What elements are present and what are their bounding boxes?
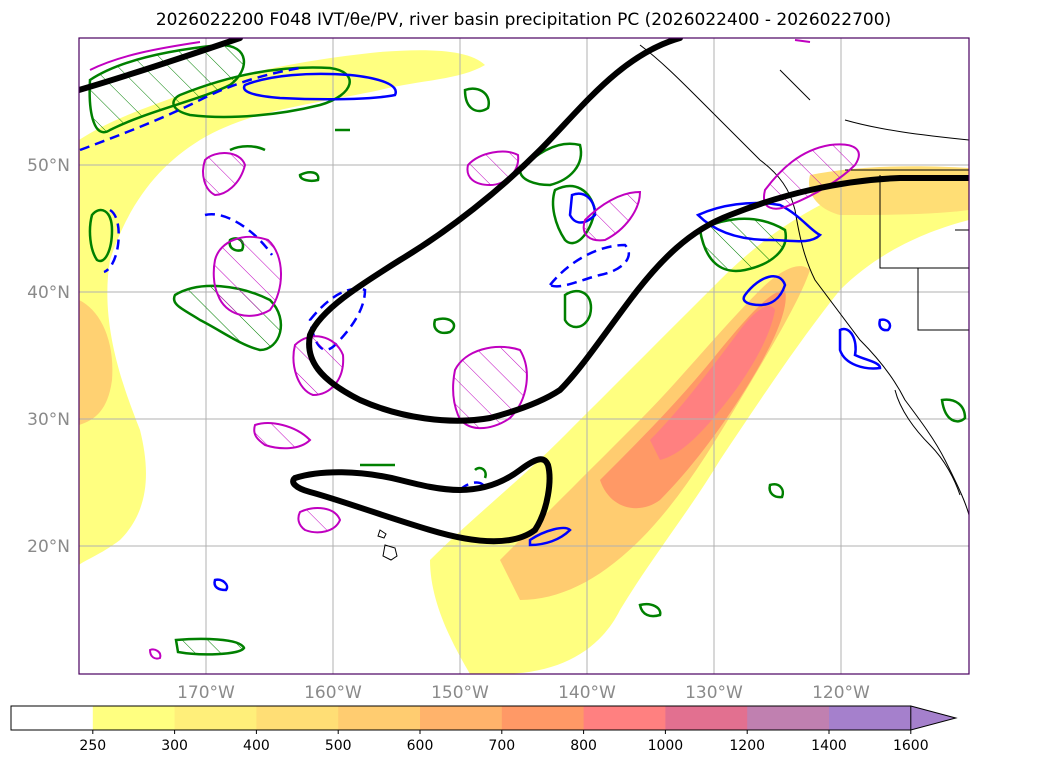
colorbar-swatch: [747, 706, 830, 730]
colorbar-swatch: [256, 706, 339, 730]
colorbar-label: 600: [407, 738, 434, 754]
coastlines: [377, 44, 969, 561]
colorbar-label: 1000: [648, 738, 684, 754]
lon-label: 120°W: [812, 683, 870, 703]
lat-label: 50°N: [27, 156, 70, 176]
colorbar-swatch: [829, 706, 912, 730]
lon-labels: 170°W 160°W 150°W 140°W 130°W 120°W: [177, 683, 870, 703]
lon-label: 150°W: [431, 683, 489, 703]
colorbar-label: 300: [161, 738, 188, 754]
colorbar-swatch: [11, 706, 94, 730]
colorbar-label: 500: [325, 738, 352, 754]
lat-label: 30°N: [27, 410, 70, 430]
colorbar-label: 700: [488, 738, 515, 754]
colorbar-extend-arrow: [910, 705, 958, 731]
lat-label: 40°N: [27, 283, 70, 303]
colorbar-label: 1400: [811, 738, 847, 754]
colorbar-swatch: [420, 706, 503, 730]
colorbar-label: 1600: [893, 738, 929, 754]
colorbar-label: 1200: [729, 738, 765, 754]
lat-labels: 50°N 40°N 30°N 20°N: [27, 156, 70, 557]
colorbar-label: 250: [79, 738, 106, 754]
colorbar-frame: [10, 705, 911, 731]
lon-label: 170°W: [177, 683, 235, 703]
colorbar-swatch: [174, 706, 257, 730]
plot-frame: [78, 37, 970, 675]
map-title: 2026022200 F048 IVT/θe/PV, river basin p…: [155, 10, 892, 30]
lat-label: 20°N: [27, 537, 70, 557]
lon-label: 140°W: [558, 683, 616, 703]
colorbar-label: 400: [243, 738, 270, 754]
ivt-shading: [79, 50, 969, 674]
lon-label: 160°W: [304, 683, 362, 703]
jet-contours: [79, 38, 969, 545]
colorbar-swatch: [92, 706, 176, 730]
colorbar-swatch: [338, 706, 421, 730]
colorbar-swatch: [583, 706, 666, 730]
colorbar-label: 800: [570, 738, 597, 754]
colorbar: 250 300 400 500 600 700 800 1000 1200 1400 1600: [10, 705, 958, 754]
colorbar-swatch: [501, 706, 585, 730]
colorbar-swatch: [665, 706, 748, 730]
lon-label: 130°W: [685, 683, 743, 703]
